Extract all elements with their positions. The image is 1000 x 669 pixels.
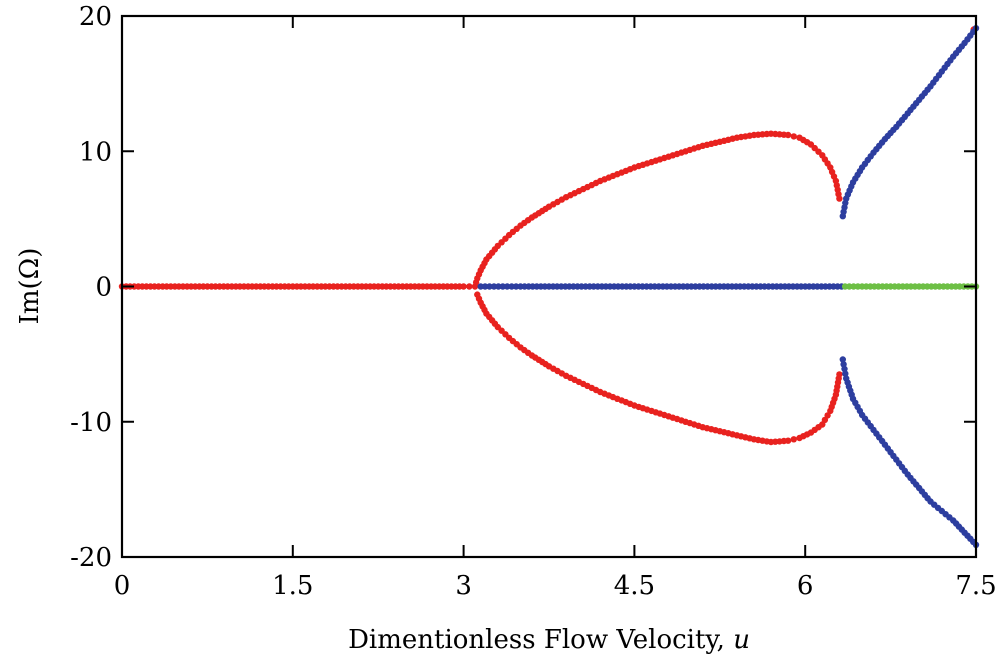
- data-point: [784, 437, 792, 444]
- x-tick-label: 7.5: [955, 571, 996, 601]
- x-tick-label: 4.5: [614, 571, 655, 601]
- data-point: [512, 283, 520, 290]
- data-point: [499, 283, 506, 290]
- data-point: [836, 195, 843, 202]
- data-point: [495, 283, 502, 290]
- x-tick-label: 6: [797, 571, 814, 601]
- x-tick-label: 0: [114, 571, 131, 601]
- data-point: [490, 283, 498, 290]
- data-point: [481, 283, 489, 290]
- y-tick-label: 10: [79, 137, 112, 167]
- x-tick-label: 1.5: [272, 571, 313, 601]
- data-point: [839, 356, 846, 363]
- series-0: [118, 26, 977, 446]
- x-axis-label: Dimentionless Flow Velocity, u: [348, 625, 750, 655]
- data-point: [486, 283, 493, 290]
- data-point: [504, 283, 511, 290]
- data-point: [508, 283, 515, 290]
- series-2: [841, 283, 980, 290]
- data-point: [466, 283, 473, 290]
- y-tick-label: -20: [70, 543, 112, 573]
- axis-ticks: 0 1.5 3 4.5 6 7.5 -20 -10 0 10 20: [70, 2, 997, 601]
- data-point: [784, 131, 792, 139]
- series-1: [477, 25, 980, 548]
- y-tick-label: -10: [70, 408, 112, 438]
- y-tick-label: 20: [79, 2, 112, 32]
- data-point: [842, 370, 849, 377]
- data-point: [460, 283, 467, 290]
- y-tick-label: 0: [95, 273, 112, 303]
- data-point: [790, 133, 797, 140]
- data-point: [836, 371, 843, 378]
- data-marks: [118, 25, 980, 548]
- data-point: [477, 283, 484, 290]
- data-point: [790, 436, 797, 443]
- y-axis-label: Im(Ω): [15, 248, 45, 325]
- data-point: [841, 365, 848, 373]
- x-tick-label: 3: [455, 571, 472, 601]
